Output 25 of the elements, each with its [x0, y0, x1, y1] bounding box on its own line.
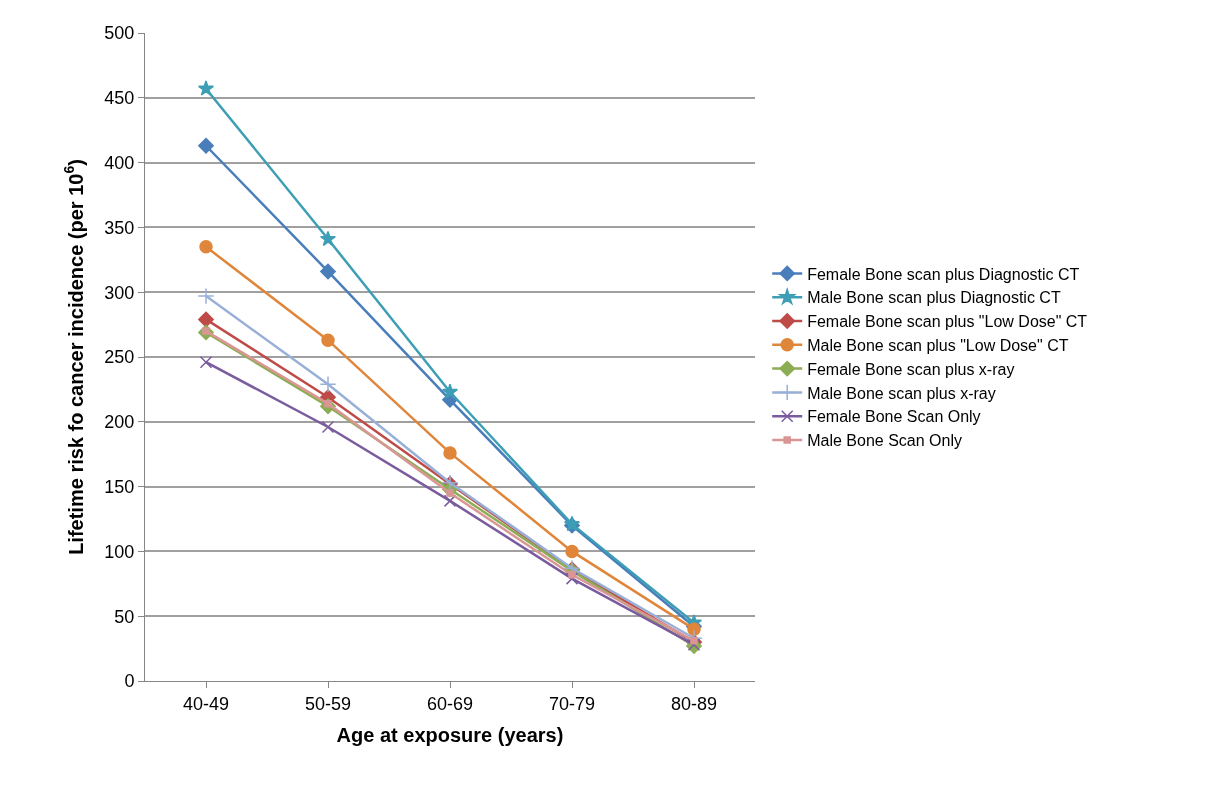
- y-tick-label: 0: [124, 671, 135, 692]
- y-tick-label: 500: [104, 23, 135, 44]
- legend-label: Female Bone scan plus x-ray: [807, 360, 1015, 378]
- y-tick-label: 250: [104, 347, 135, 368]
- legend-label: Male Bone scan plus Diagnostic CT: [807, 289, 1061, 307]
- y-tick-label: 50: [114, 606, 135, 627]
- y-tick-label: 200: [104, 412, 135, 433]
- y-tick-label: 350: [104, 217, 135, 238]
- legend-label: Male Bone scan plus "Low Dose" CT: [807, 337, 1069, 355]
- x-tick-label: 80-89: [670, 693, 718, 714]
- legend-label: Female Bone scan plus "Low Dose" CT: [807, 313, 1088, 331]
- legend-label: Male Bone Scan Only: [807, 432, 962, 450]
- legend-label: Female Bone scan plus Diagnostic CT: [807, 265, 1080, 283]
- y-tick-label: 100: [104, 541, 135, 562]
- y-tick-label: 300: [104, 282, 135, 303]
- y-tick-label: 450: [104, 88, 135, 109]
- x-tick-label: 60-69: [426, 693, 474, 714]
- y-tick-label: 400: [104, 152, 135, 173]
- x-tick-label: 50-59: [304, 693, 352, 714]
- x-axis-title: Age at exposure (years): [336, 724, 564, 747]
- x-tick-label: 70-79: [548, 693, 596, 714]
- y-tick-label: 150: [104, 476, 135, 497]
- legend-label: Female Bone Scan Only: [807, 408, 981, 426]
- x-tick-label: 40-49: [182, 693, 230, 714]
- legend-label: Male Bone scan plus x-ray: [807, 384, 996, 402]
